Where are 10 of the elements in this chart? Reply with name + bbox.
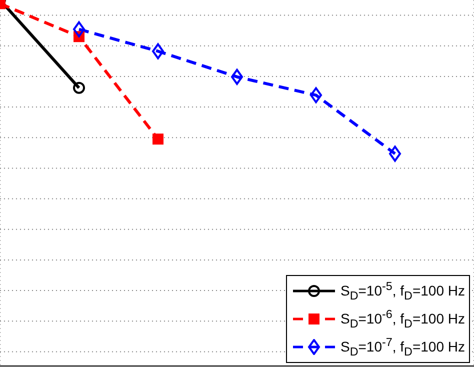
point [152,134,164,145]
point [73,82,85,94]
legend-label: S$_{D}$=10$^{-7}$, f$_{D}$=100 Hz [340,336,465,358]
point [231,68,243,85]
point [310,87,322,104]
point [152,43,164,60]
legend-label: S$_{D}$=10$^{-6}$, f$_{D}$=100 Hz [340,308,465,330]
point [389,146,401,162]
legend-label: S$_{D}$=10$^{-5}$, f$_{D}$=100 Hz [340,280,465,302]
point [73,21,85,38]
